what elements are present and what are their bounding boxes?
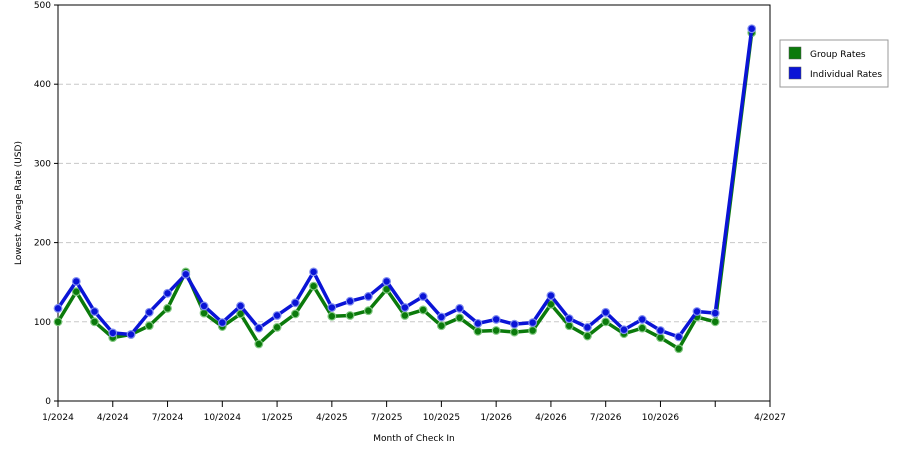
data-point [363,306,373,316]
data-point [53,317,63,327]
data-point [163,303,172,313]
y-axis-title: Lowest Average Rate (USD) [14,141,24,265]
data-point [473,318,483,328]
y-tick-label: 400 [34,80,51,90]
legend: Group Rates Individual Rates [779,39,889,88]
data-point [309,267,318,277]
data-point [583,331,592,341]
data-point [564,321,574,331]
data-point [90,307,99,316]
data-point [546,291,556,301]
data-point [583,322,592,332]
data-point [254,323,264,333]
legend-swatch-individual-rates [788,66,802,80]
data-point [363,292,373,301]
data-point [309,281,318,291]
data-point [327,311,337,321]
data-point [601,317,611,327]
x-tick-label: 10/2024 [204,413,242,423]
data-point [163,288,172,298]
data-point [345,296,355,306]
x-tick-label: 10/2025 [423,413,460,423]
legend-label-individual-rates: Individual Rates [810,70,882,80]
data-point [272,322,282,332]
data-point [674,332,684,342]
plot-area-frame [57,4,771,402]
data-point [108,328,118,338]
series-lines [53,24,757,354]
data-point [491,315,501,324]
data-point [747,24,757,34]
data-point [418,292,428,301]
data-point [382,277,392,286]
data-point [418,305,428,315]
data-point [144,321,154,331]
data-point [692,307,702,316]
data-point [528,318,538,327]
y-axis: 0 100 200 300 400 500 [34,1,58,407]
data-point [290,298,300,308]
data-point [181,269,191,279]
series-1 [53,24,757,342]
data-point [400,311,410,320]
data-point [236,301,245,311]
data-point [90,317,99,327]
data-point [53,303,63,313]
legend-swatch-group-rates [788,46,802,60]
data-point [217,318,227,327]
y-tick-label: 0 [45,397,51,407]
data-point [710,317,720,327]
y-tick-label: 200 [34,239,51,249]
data-point [619,325,629,335]
data-point [144,307,154,317]
data-point [473,326,483,336]
data-point [290,309,300,319]
y-tick-label: 100 [34,318,51,328]
x-tick-label: 1/2025 [261,413,293,423]
x-axis-title: Month of Check In [373,434,455,444]
data-point [491,326,501,335]
data-point [601,307,611,317]
x-axis: 1/2024 4/2024 7/2024 10/2024 1/2025 4/2025 7/2… [42,401,786,423]
data-point [199,301,209,311]
y-tick-label: 500 [34,1,51,11]
x-tick-label: 7/2025 [371,413,403,423]
data-point [510,327,519,337]
data-point [510,319,519,329]
gridlines [58,83,770,323]
data-point [710,308,720,318]
data-point [272,311,282,320]
data-point [126,330,136,339]
y-tick-label: 300 [34,159,51,169]
x-tick-label: 10/2026 [642,413,680,423]
x-tick-label: 1/2024 [42,413,74,423]
data-point [436,321,446,331]
data-point [436,312,446,322]
data-point [656,326,665,335]
data-point [528,326,538,335]
data-point [400,303,410,312]
data-point [254,339,264,349]
series-line [56,28,754,339]
x-tick-label: 1/2026 [480,413,512,423]
x-tick-label: 4/2025 [316,413,348,423]
x-tick-label: 4/2027 [754,413,786,423]
legend-label-group-rates: Group Rates [810,50,866,60]
data-point [71,287,81,297]
data-point [674,344,684,354]
data-point [455,303,465,313]
data-point [327,303,337,312]
data-point [564,314,574,324]
data-point [637,315,647,324]
data-point [656,333,665,343]
x-tick-label: 7/2026 [590,413,622,423]
x-tick-label: 4/2024 [97,413,129,423]
x-tick-label: 4/2026 [535,413,567,423]
data-point [455,313,465,323]
data-point [637,323,647,333]
data-point [71,277,81,286]
data-point [345,311,355,320]
x-tick-label: 7/2024 [152,413,184,423]
